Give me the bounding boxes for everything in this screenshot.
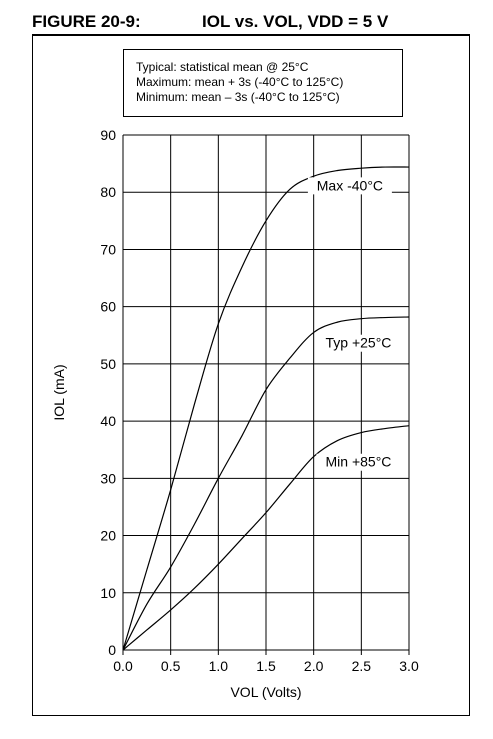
- x-axis-label: VOL (Volts): [230, 684, 301, 700]
- y-tick-label: 0: [108, 642, 116, 658]
- y-tick-label: 20: [100, 528, 116, 544]
- series-line: [122, 166, 410, 651]
- series-label: Min +85°C: [326, 454, 392, 470]
- y-tick-label: 70: [100, 241, 116, 257]
- x-tick-label: 0.0: [113, 658, 133, 674]
- series-line: [122, 425, 410, 651]
- y-tick-label: 80: [100, 184, 116, 200]
- notes-box: Typical: statistical mean @ 25°C Maximum…: [123, 49, 403, 117]
- x-tick-label: 2.5: [352, 658, 372, 674]
- series-label: Typ +25°C: [326, 335, 392, 351]
- y-tick-label: 90: [100, 127, 116, 143]
- y-tick-label: 40: [100, 413, 116, 429]
- figure-label: FIGURE 20-9:: [32, 12, 141, 31]
- y-tick-label: 30: [100, 470, 116, 486]
- note-typical: Typical: statistical mean @ 25°C: [136, 60, 309, 74]
- figure-caption: IOL vs. VOL, VDD = 5 V: [202, 12, 389, 31]
- figure-title: FIGURE 20-9: IOL vs. VOL, VDD = 5 V: [32, 10, 472, 34]
- series-label-bg: [307, 177, 392, 195]
- series-label: Max -40°C: [317, 177, 383, 193]
- y-tick-label: 10: [100, 585, 116, 601]
- figure-frame: [32, 36, 470, 716]
- x-tick-label: 2.0: [304, 658, 324, 674]
- y-tick-label: 50: [100, 356, 116, 372]
- x-tick-label: 1.5: [256, 658, 276, 674]
- series-line: [122, 316, 410, 651]
- y-tick-label: 60: [100, 299, 116, 315]
- series-label-bg: [316, 453, 401, 471]
- x-tick-label: 0.5: [161, 658, 181, 674]
- x-tick-label: 1.0: [209, 658, 229, 674]
- x-tick-label: 3.0: [399, 658, 419, 674]
- note-minimum: Minimum: mean – 3s (-40°C to 125°C): [136, 90, 340, 104]
- title-rule: [32, 34, 470, 36]
- y-axis-label: IOL (mA): [51, 364, 67, 420]
- note-maximum: Maximum: mean + 3s (-40°C to 125°C): [136, 75, 344, 89]
- series-label-bg: [316, 334, 401, 352]
